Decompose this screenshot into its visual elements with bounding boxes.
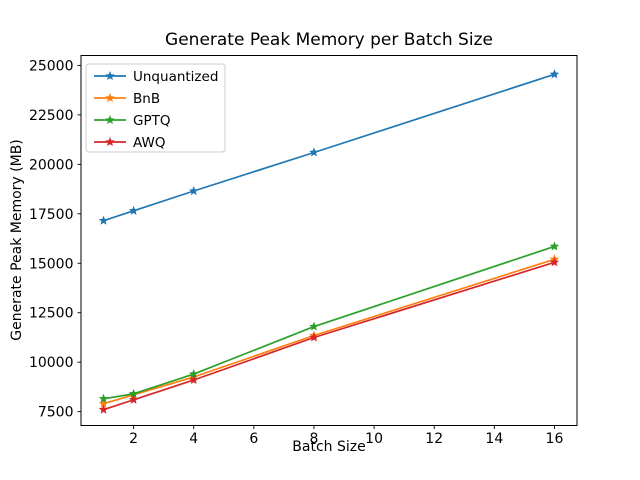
- data-point-awq: [128, 394, 139, 404]
- legend-marker-gptq: [105, 115, 115, 125]
- plot-border: [80, 55, 578, 426]
- data-point-gptq: [128, 388, 139, 398]
- data-point-unquantized: [128, 205, 139, 215]
- y-tick-label: 7500: [38, 405, 74, 421]
- x-tick-label: 12: [425, 431, 443, 447]
- data-point-awq: [549, 257, 560, 267]
- legend-label-awq: AWQ: [133, 135, 165, 151]
- legend-box: [85, 63, 226, 153]
- y-tick-label: 22500: [29, 108, 74, 124]
- data-point-unquantized: [98, 215, 109, 225]
- x-tick-label: 6: [249, 431, 258, 447]
- x-axis-label: Batch Size: [292, 439, 366, 455]
- data-point-unquantized: [188, 186, 199, 196]
- chart-title: Generate Peak Memory per Batch Size: [165, 30, 493, 50]
- x-tick-label: 14: [485, 431, 503, 447]
- data-point-awq: [188, 374, 199, 385]
- y-tick-label: 25000: [29, 58, 74, 74]
- data-point-unquantized: [549, 69, 560, 79]
- data-point-bnb: [98, 398, 109, 408]
- data-point-awq: [98, 404, 109, 414]
- data-point-gptq: [549, 241, 560, 251]
- x-tick-label: 4: [189, 431, 198, 447]
- y-tick-label: 15000: [29, 256, 74, 272]
- y-tick-label: 10000: [29, 355, 74, 371]
- data-point-gptq: [309, 321, 319, 331]
- legend-label-bnb: BnB: [133, 91, 160, 107]
- series-line-awq: [102, 261, 556, 411]
- legend-marker-awq: [105, 137, 115, 147]
- x-tick-label: 8: [310, 431, 319, 447]
- y-tick-label: 20000: [29, 157, 74, 173]
- legend-label-unquantized: Unquantized: [133, 69, 218, 85]
- data-point-awq: [309, 332, 319, 342]
- legend-marker-unquantized: [105, 71, 115, 81]
- legend-marker-bnb: [105, 93, 115, 103]
- y-tick-label: 12500: [29, 306, 74, 322]
- series-line-gptq: [102, 245, 556, 400]
- x-tick-label: 2: [129, 431, 138, 447]
- data-point-gptq: [98, 393, 109, 403]
- data-point-gptq: [188, 369, 199, 379]
- y-tick-label: 17500: [29, 207, 74, 223]
- x-tick-label: 16: [546, 431, 564, 447]
- x-tick-label: 10: [365, 431, 383, 447]
- data-point-unquantized: [309, 147, 319, 157]
- legend-label-gptq: GPTQ: [133, 113, 170, 129]
